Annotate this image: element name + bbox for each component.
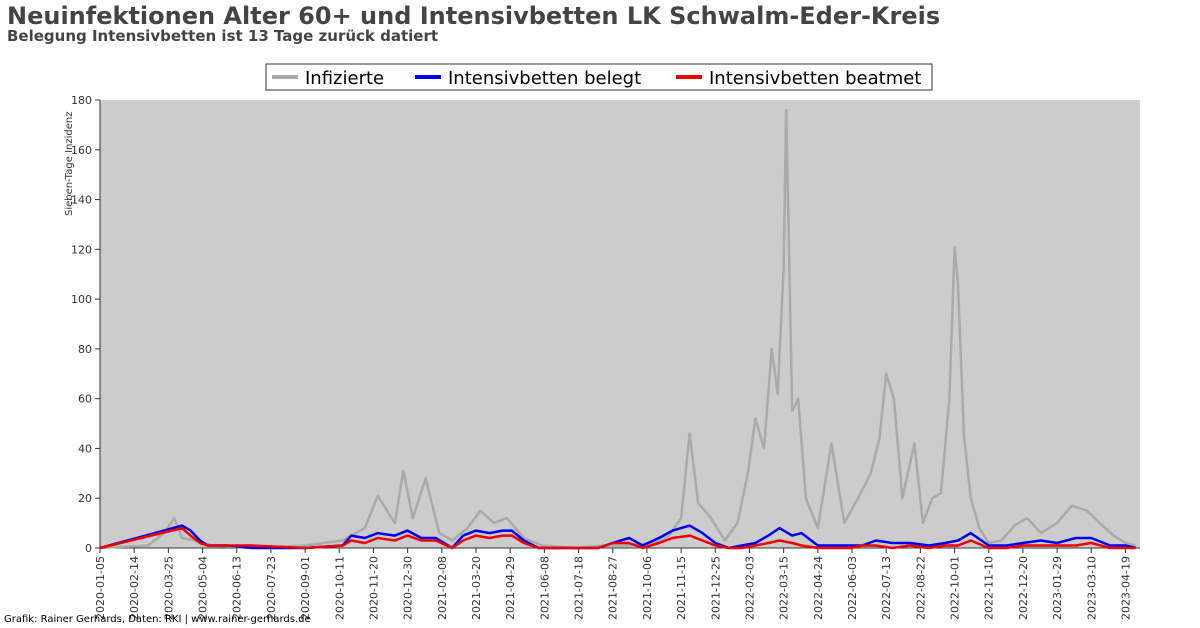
y-tick-label: 140 (71, 194, 92, 207)
x-tick-label: 2020-01-05 (94, 556, 107, 620)
series-line-icu-ventilated (99, 526, 1136, 550)
chart-title: Neuinfektionen Alter 60+ und Intensivbet… (7, 2, 941, 30)
x-tick-label: 2022-07-13 (880, 556, 893, 620)
x-tick-label: 2021-12-25 (709, 556, 722, 620)
x-tick-label: 2021-06-08 (538, 556, 551, 620)
series-group (99, 108, 1136, 550)
x-tick-label: 2020-02-14 (128, 556, 141, 620)
legend: Infizierte Intensivbetten belegt Intensivb… (265, 63, 933, 91)
x-tick-label: 2020-11-20 (367, 556, 380, 620)
credit-footer: Grafik: Rainer Gerhards, Daten: RKI | ww… (4, 614, 311, 625)
legend-entry: Infizierte (305, 68, 384, 89)
x-tick-label: 2021-02-08 (436, 556, 449, 620)
x-tick-label: 2020-07-23 (265, 556, 278, 620)
x-tick-label: 2022-03-15 (778, 556, 791, 620)
y-tick-label: 0 (85, 542, 92, 555)
y-tick-label: 180 (71, 94, 92, 107)
x-tick-label: 2023-04-19 (1119, 556, 1132, 620)
x-tick-label: 2020-10-11 (333, 556, 346, 620)
x-tick-label: 2022-02-03 (743, 556, 756, 620)
y-axis-label: Sieben-Tage Inzidenz (64, 112, 75, 216)
y-tick-label: 160 (71, 144, 92, 157)
y-tick-label: 120 (71, 243, 92, 256)
series-line-icu-occupied (99, 524, 1136, 550)
x-tick-label: 2020-06-13 (231, 556, 244, 620)
y-tick-label: 80 (78, 343, 92, 356)
x-tick-label: 2022-08-22 (914, 556, 927, 620)
x-tick-label: 2022-06-03 (846, 556, 859, 620)
x-tick-label: 2021-11-15 (675, 556, 688, 620)
legend-entry: Intensivbetten belegt (448, 68, 641, 89)
x-tick-label: 2022-10-01 (949, 556, 962, 620)
y-axis: 0 20 40 60 80 100 120 140 160 180 (71, 94, 101, 555)
y-tick-label: 100 (71, 293, 92, 306)
y-tick-label: 40 (78, 442, 92, 455)
x-tick-label: 2023-01-29 (1051, 556, 1064, 620)
x-tick-label: 2021-08-27 (607, 556, 620, 620)
y-tick-label: 20 (78, 492, 92, 505)
x-tick-label: 2020-03-25 (162, 556, 175, 620)
x-tick-label: 2021-10-06 (641, 556, 654, 620)
series-line-infected (99, 108, 1136, 550)
legend-entry: Intensivbetten beatmet (709, 68, 921, 89)
x-tick-label: 2020-09-01 (299, 556, 312, 620)
x-tick-label: 2021-07-18 (573, 556, 586, 620)
x-axis: 2020-01-05 2020-02-14 2020-03-25 2020-05-04… (94, 547, 1140, 620)
y-tick-label: 60 (78, 393, 92, 406)
x-tick-label: 2020-05-04 (197, 556, 210, 620)
chart-subtitle: Belegung Intensivbetten ist 13 Tage zurü… (7, 27, 439, 45)
x-tick-label: 2022-11-10 (983, 556, 996, 620)
x-tick-label: 2020-12-30 (402, 556, 415, 620)
legend-box (265, 63, 933, 91)
x-tick-label: 2021-04-29 (504, 556, 517, 620)
x-tick-label: 2022-04-24 (812, 556, 825, 620)
x-tick-label: 2023-03-10 (1085, 556, 1098, 620)
x-tick-label: 2022-12-20 (1017, 556, 1030, 620)
plot-area (100, 100, 1140, 548)
x-tick-label: 2021-03-20 (470, 556, 483, 620)
